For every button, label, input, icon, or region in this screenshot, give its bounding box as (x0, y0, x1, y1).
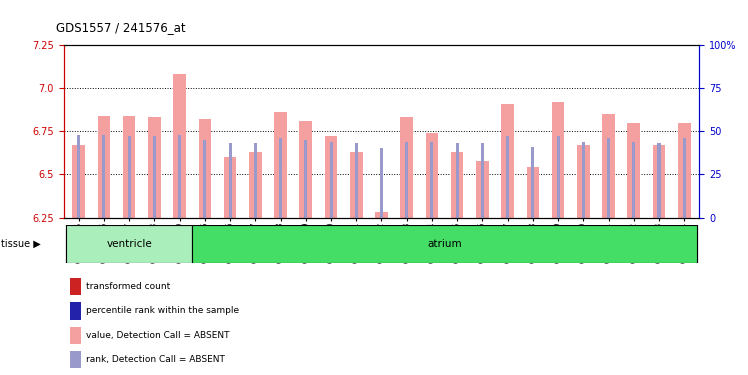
Bar (430, 142, 433, 218)
Bar (527, 168, 539, 217)
Bar (275, 112, 287, 218)
Text: tissue ▶: tissue ▶ (1, 239, 41, 249)
Bar (607, 138, 610, 218)
Bar (375, 212, 387, 217)
Bar (476, 160, 488, 218)
Bar (657, 143, 660, 218)
Bar (70, 302, 82, 320)
Bar (178, 135, 181, 218)
Bar (400, 117, 413, 218)
Bar (632, 142, 635, 218)
Bar (198, 119, 211, 218)
Text: transformed count: transformed count (86, 282, 170, 291)
Bar (153, 136, 156, 218)
Bar (98, 116, 110, 218)
Bar (506, 136, 509, 218)
Bar (174, 74, 186, 217)
Bar (70, 278, 82, 296)
Bar (355, 143, 358, 218)
Bar (70, 327, 82, 344)
Bar (602, 114, 615, 218)
Bar (501, 104, 514, 218)
Bar (653, 145, 665, 218)
Bar (203, 140, 206, 218)
Text: percentile rank within the sample: percentile rank within the sample (86, 306, 239, 315)
Bar (577, 145, 589, 218)
Bar (481, 143, 484, 218)
Bar (254, 143, 257, 218)
Bar (148, 117, 161, 218)
Bar (330, 142, 333, 218)
Bar (123, 116, 135, 218)
Bar (77, 135, 80, 218)
Bar (405, 142, 408, 218)
Bar (224, 157, 236, 218)
Bar (229, 143, 232, 218)
Bar (678, 123, 690, 218)
Bar (102, 135, 105, 218)
Bar (325, 136, 337, 218)
Bar (380, 148, 383, 217)
Bar (279, 138, 282, 218)
Bar (73, 145, 85, 218)
Text: atrium: atrium (427, 239, 462, 249)
Bar (552, 102, 565, 218)
Bar (350, 152, 363, 217)
Bar (683, 138, 686, 218)
Bar (304, 140, 307, 218)
Bar (531, 147, 534, 218)
Text: value, Detection Call = ABSENT: value, Detection Call = ABSENT (86, 331, 230, 340)
Bar (192, 225, 697, 262)
Bar (582, 142, 585, 218)
Bar (456, 143, 459, 218)
Bar (557, 136, 560, 218)
Bar (426, 133, 438, 218)
Text: rank, Detection Call = ABSENT: rank, Detection Call = ABSENT (86, 355, 224, 364)
Bar (70, 351, 82, 369)
Bar (128, 136, 131, 218)
Bar (451, 152, 464, 217)
Bar (299, 121, 312, 218)
Text: GDS1557 / 241576_at: GDS1557 / 241576_at (56, 21, 186, 34)
Bar (249, 152, 262, 217)
Text: ventricle: ventricle (106, 239, 152, 249)
Bar (66, 225, 192, 262)
Bar (628, 123, 640, 218)
